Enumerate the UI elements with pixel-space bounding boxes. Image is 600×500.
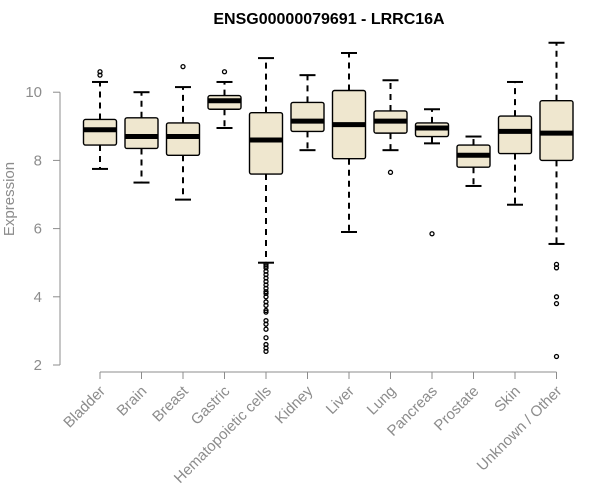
outlier-point (221, 69, 228, 75)
box-group (456, 135, 491, 187)
box-group (82, 69, 118, 170)
outlier-point (553, 265, 560, 271)
box-group (248, 57, 284, 355)
boxes-group (82, 41, 574, 360)
box-iqr (497, 115, 533, 155)
box-iqr (290, 101, 325, 133)
x-tick-label: Prostate (431, 383, 483, 435)
outlier-point (387, 169, 394, 175)
box-iqr (124, 117, 159, 150)
outlier-point (263, 335, 269, 341)
box-iqr (165, 122, 201, 156)
box-group (373, 79, 408, 175)
box-group (207, 69, 242, 130)
outlier-point (263, 326, 269, 332)
box-group (331, 51, 367, 234)
outlier-point (263, 348, 269, 355)
x-tick-label: Brain (114, 383, 151, 420)
outlier-point (263, 309, 269, 315)
outlier-point (553, 300, 560, 307)
y-tick-label: 6 (34, 221, 42, 238)
x-tick-label: Breast (149, 382, 192, 425)
y-tick-label: 8 (34, 152, 42, 169)
box-group (124, 91, 159, 184)
box-group (497, 80, 533, 206)
box-group (165, 63, 201, 201)
outlier-point (263, 294, 269, 300)
x-tick-label: Skin (491, 383, 524, 416)
outlier-point (263, 321, 269, 327)
outlier-point (263, 302, 269, 308)
outlier-point (180, 63, 186, 70)
chart-title: ENSG00000079691 - LRRC16A (213, 11, 445, 28)
y-tick-label: 10 (25, 84, 42, 101)
outlier-point (553, 353, 560, 360)
y-axis: 2 4 6 8 10 (25, 84, 61, 374)
box-iqr (248, 111, 284, 175)
box-group (414, 108, 450, 237)
y-tick-label: 4 (34, 289, 42, 306)
outlier-point (553, 294, 560, 300)
outlier-point (429, 231, 435, 237)
y-axis-label: Expression (1, 162, 18, 236)
x-tick-label: Kidney (272, 382, 317, 427)
box-iqr (539, 100, 574, 162)
box-iqr (82, 118, 118, 146)
y-tick-label: 2 (34, 357, 42, 374)
box-group (290, 74, 325, 152)
x-tick-label: Lung (364, 383, 400, 419)
outlier-point (97, 69, 103, 75)
x-tick-label: Liver (323, 383, 358, 418)
x-tick-label: Bladder (60, 383, 109, 432)
box-group (539, 41, 574, 360)
